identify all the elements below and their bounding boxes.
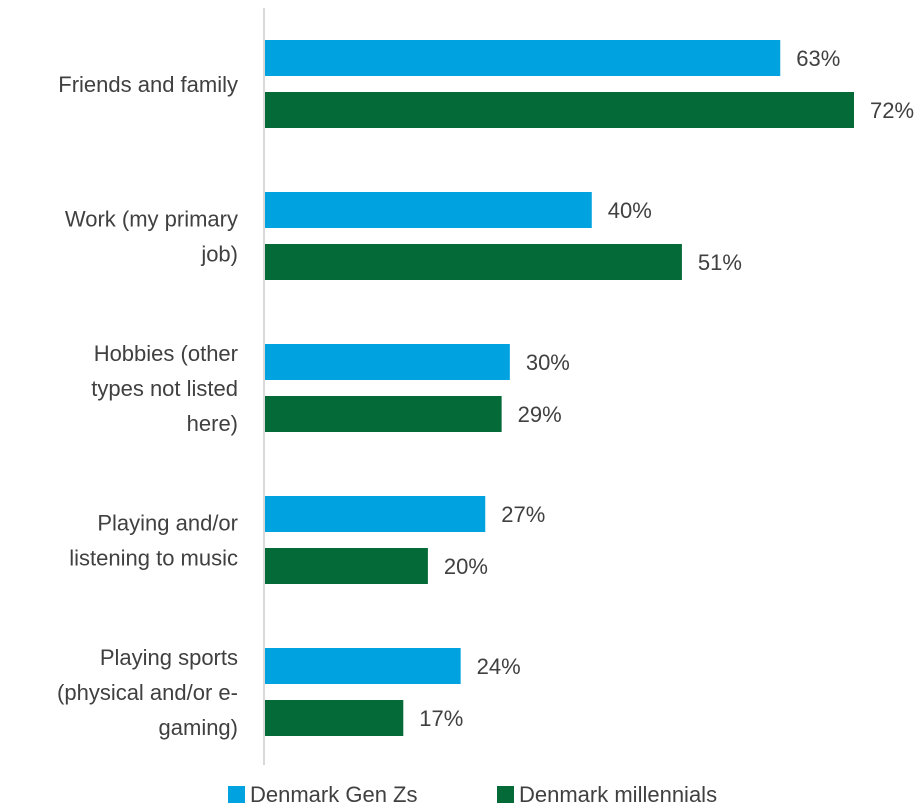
legend-label-genz: Denmark Gen Zs xyxy=(250,782,418,807)
category-label: Hobbies (other types not listed here) xyxy=(91,341,238,436)
category-label: Playing and/or listening to music xyxy=(69,511,238,571)
bars-layer xyxy=(264,40,854,736)
category-label-line: Playing and/or xyxy=(97,511,238,536)
category-label: Playing sports (physical and/or e-gaming) xyxy=(57,645,238,740)
labels-layer: 63% 72% Friends and family 40% 51% Work (my p… xyxy=(57,46,914,740)
category-label-line: Playing sports xyxy=(100,645,238,670)
category-label-line: Friends and family xyxy=(58,72,238,97)
bar-millennials-4 xyxy=(264,700,404,736)
bar-genz-4 xyxy=(264,648,461,684)
bar-millennials-3 xyxy=(264,548,428,584)
legend: Denmark Gen Zs Denmark millennials xyxy=(228,782,717,807)
legend-label-millennials: Denmark millennials xyxy=(519,782,717,807)
data-label: 72% xyxy=(870,98,914,123)
legend-swatch-millennials xyxy=(497,786,514,803)
bar-genz-1 xyxy=(264,192,592,228)
bar-genz-0 xyxy=(264,40,781,76)
category-label-line: types not listed xyxy=(91,376,238,401)
data-label: 40% xyxy=(608,198,652,223)
bar-millennials-2 xyxy=(264,396,502,432)
data-label: 27% xyxy=(501,502,545,527)
category-label-line: (physical and/or e- xyxy=(57,680,238,705)
category-label: Work (my primary job) xyxy=(65,207,238,267)
category-label: Friends and family xyxy=(58,72,238,97)
data-label: 29% xyxy=(518,402,562,427)
bar-genz-3 xyxy=(264,496,486,532)
bar-millennials-1 xyxy=(264,244,682,280)
category-label-line: Work (my primary xyxy=(65,207,238,232)
data-label: 51% xyxy=(698,250,742,275)
data-label: 17% xyxy=(419,706,463,731)
category-label-line: job) xyxy=(200,242,238,267)
category-label-line: here) xyxy=(187,411,238,436)
data-label: 30% xyxy=(526,350,570,375)
bar-genz-2 xyxy=(264,344,510,380)
bar-millennials-0 xyxy=(264,92,854,128)
category-label-line: gaming) xyxy=(159,715,238,740)
category-label-line: Hobbies (other xyxy=(94,341,238,366)
data-label: 63% xyxy=(796,46,840,71)
data-label: 20% xyxy=(444,554,488,579)
data-label: 24% xyxy=(477,654,521,679)
category-label-line: listening to music xyxy=(69,546,238,571)
legend-swatch-genz xyxy=(228,786,245,803)
